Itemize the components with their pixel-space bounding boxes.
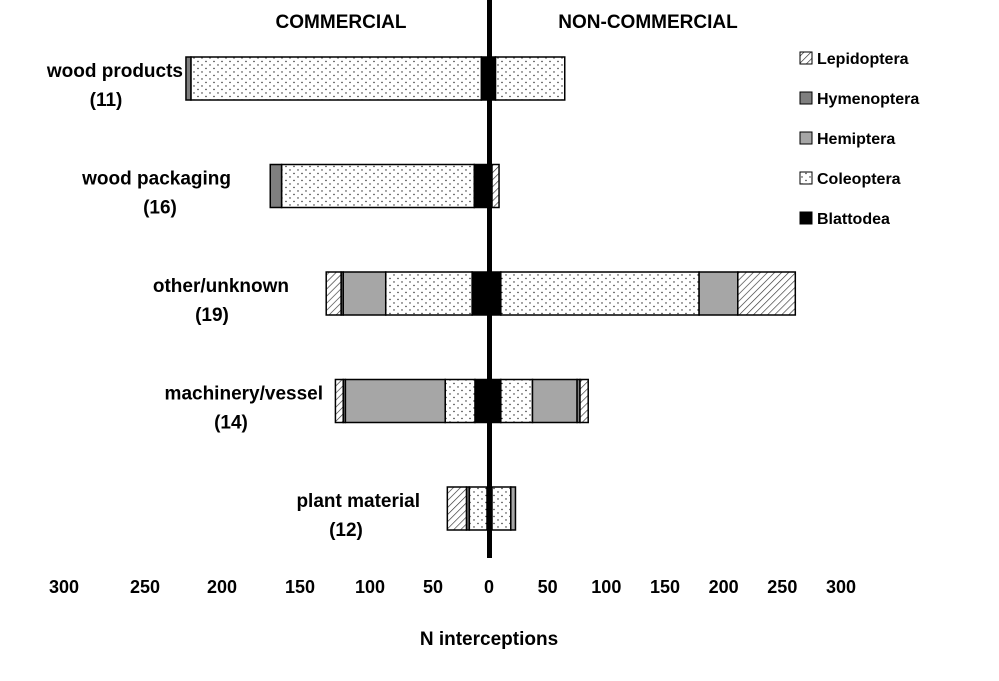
legend-label: Blattodea	[817, 211, 890, 228]
category-label: wood products	[46, 61, 183, 82]
bar-noncommercial-hemiptera	[510, 486, 517, 531]
bar-commercial-hymenoptera	[185, 56, 192, 101]
x-tick-right: 150	[650, 577, 680, 597]
bar-commercial-hymenoptera	[269, 163, 283, 209]
category-count: (14)	[214, 413, 248, 434]
x-tick-right: 50	[538, 577, 558, 597]
bar-commercial-lepidoptera	[325, 271, 342, 316]
bar-commercial-coleoptera	[190, 56, 483, 101]
category-label: wood packaging	[81, 169, 231, 190]
category-count: (19)	[195, 305, 229, 326]
bar-noncommercial-coleoptera	[494, 56, 566, 101]
bar-commercial-blattodea	[474, 378, 488, 424]
bar-noncommercial-coleoptera	[500, 271, 700, 316]
x-tick-left: 100	[355, 577, 385, 597]
bar-commercial-blattodea	[480, 56, 488, 101]
bar-commercial-blattodea	[471, 271, 488, 316]
x-tick-right: 200	[709, 577, 739, 597]
bar-commercial-lepidoptera	[334, 378, 344, 424]
bar-commercial-coleoptera	[280, 163, 476, 209]
side-label-commercial: COMMERCIAL	[276, 12, 407, 33]
bar-commercial-coleoptera	[468, 486, 488, 531]
bar-noncommercial-coleoptera	[491, 486, 512, 531]
bar-noncommercial-blattodea	[491, 271, 502, 316]
category-count: (11)	[90, 90, 123, 111]
bar-commercial-coleoptera	[384, 271, 473, 316]
x-axis-label: N interceptions	[420, 629, 558, 650]
x-tick-right: 100	[591, 577, 621, 597]
legend-label: Hemiptera	[817, 131, 895, 148]
category-count: (16)	[143, 198, 177, 219]
legend-swatch-hemiptera	[799, 131, 813, 145]
x-tick-left: 250	[130, 577, 160, 597]
legend-label: Coleoptera	[817, 171, 901, 188]
bar-commercial-lepidoptera	[446, 486, 468, 531]
bar-noncommercial-lepidoptera	[491, 163, 500, 209]
legend-label: Hymenoptera	[817, 91, 919, 108]
x-tick-left: 300	[49, 577, 79, 597]
bar-commercial-blattodea	[473, 163, 488, 209]
bar-noncommercial-lepidoptera	[737, 271, 797, 316]
legend-swatch-coleoptera	[799, 171, 813, 185]
x-tick-left: 50	[423, 577, 443, 597]
x-tick-left: 150	[285, 577, 315, 597]
legend-swatch-blattodea	[799, 211, 813, 225]
legend-swatch-hymenoptera	[799, 91, 813, 105]
side-label-noncommercial: NON-COMMERCIAL	[558, 12, 738, 33]
zero-axis-line	[487, 0, 492, 558]
bar-noncommercial-hemiptera	[698, 271, 739, 316]
bar-noncommercial-coleoptera	[500, 378, 534, 424]
category-count: (12)	[329, 520, 363, 541]
bar-commercial-hemiptera	[342, 271, 387, 316]
category-label: machinery/vessel	[165, 384, 323, 405]
bar-noncommercial-lepidoptera	[579, 378, 589, 424]
x-tick-right: 250	[767, 577, 797, 597]
category-label: other/unknown	[153, 276, 289, 297]
x-tick-right: 0	[484, 577, 494, 597]
legend-swatch-lepidoptera	[799, 51, 813, 65]
bar-noncommercial-blattodea	[491, 378, 502, 424]
bar-commercial-hemiptera	[344, 378, 446, 424]
category-label: plant material	[296, 491, 420, 512]
bar-commercial-coleoptera	[444, 378, 476, 424]
legend-label: Lepidoptera	[817, 51, 909, 68]
x-tick-left: 200	[207, 577, 237, 597]
x-tick-right: 300	[826, 577, 856, 597]
bar-noncommercial-hemiptera	[531, 378, 578, 424]
